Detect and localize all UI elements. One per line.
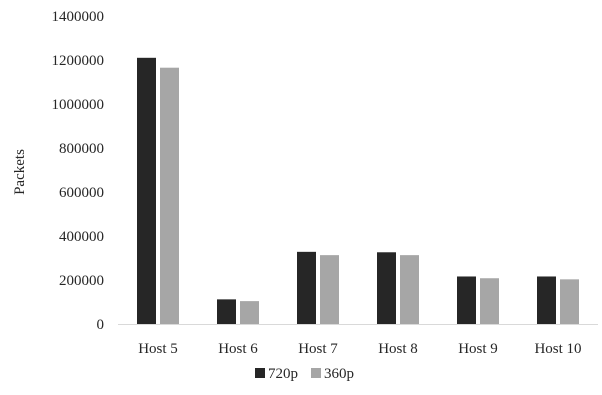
bar-720p-host-9 [457, 276, 476, 324]
bar-720p-host-6 [217, 299, 236, 324]
y-tick-label: 1000000 [52, 97, 105, 113]
legend-label-720p: 720p [268, 366, 298, 382]
y-tick-label: 600000 [59, 185, 104, 201]
legend-label-360p: 360p [324, 366, 354, 382]
bar-720p-host-5 [137, 57, 156, 325]
y-tick-label: 200000 [59, 273, 104, 289]
y-axis-title: Packets [12, 149, 28, 195]
legend: 720p 360p [255, 366, 354, 382]
bar-360p-host-9 [480, 278, 499, 324]
bar-360p-host-10 [560, 279, 579, 324]
legend-swatch-360p [311, 368, 321, 378]
bar-720p-host-10 [537, 276, 556, 324]
bar-360p-host-5 [160, 67, 179, 324]
bar-720p-host-8 [377, 252, 396, 324]
y-tick-label: 800000 [59, 141, 104, 157]
legend-swatch-720p [255, 368, 265, 378]
x-tick-label: Host 7 [298, 341, 338, 357]
bar-720p-host-7 [297, 251, 316, 324]
y-axis-ticks: 0 200000 400000 600000 800000 1000000 1200000 1… [52, 9, 105, 333]
x-tick-label: Host 8 [378, 341, 418, 357]
y-tick-label: 0 [97, 317, 105, 333]
x-tick-label: Host 10 [534, 341, 581, 357]
x-tick-label: Host 6 [218, 341, 258, 357]
x-axis-ticks: Host 5 Host 6 Host 7 Host 8 Host 9 Host 10 [138, 341, 581, 357]
bars [137, 57, 579, 325]
y-tick-label: 400000 [59, 229, 104, 245]
bar-360p-host-7 [320, 255, 339, 324]
bar-360p-host-8 [400, 255, 419, 324]
y-tick-label: 1400000 [52, 9, 105, 25]
x-tick-label: Host 9 [458, 341, 498, 357]
y-tick-label: 1200000 [52, 53, 105, 69]
x-tick-label: Host 5 [138, 341, 178, 357]
bar-360p-host-6 [240, 301, 259, 324]
